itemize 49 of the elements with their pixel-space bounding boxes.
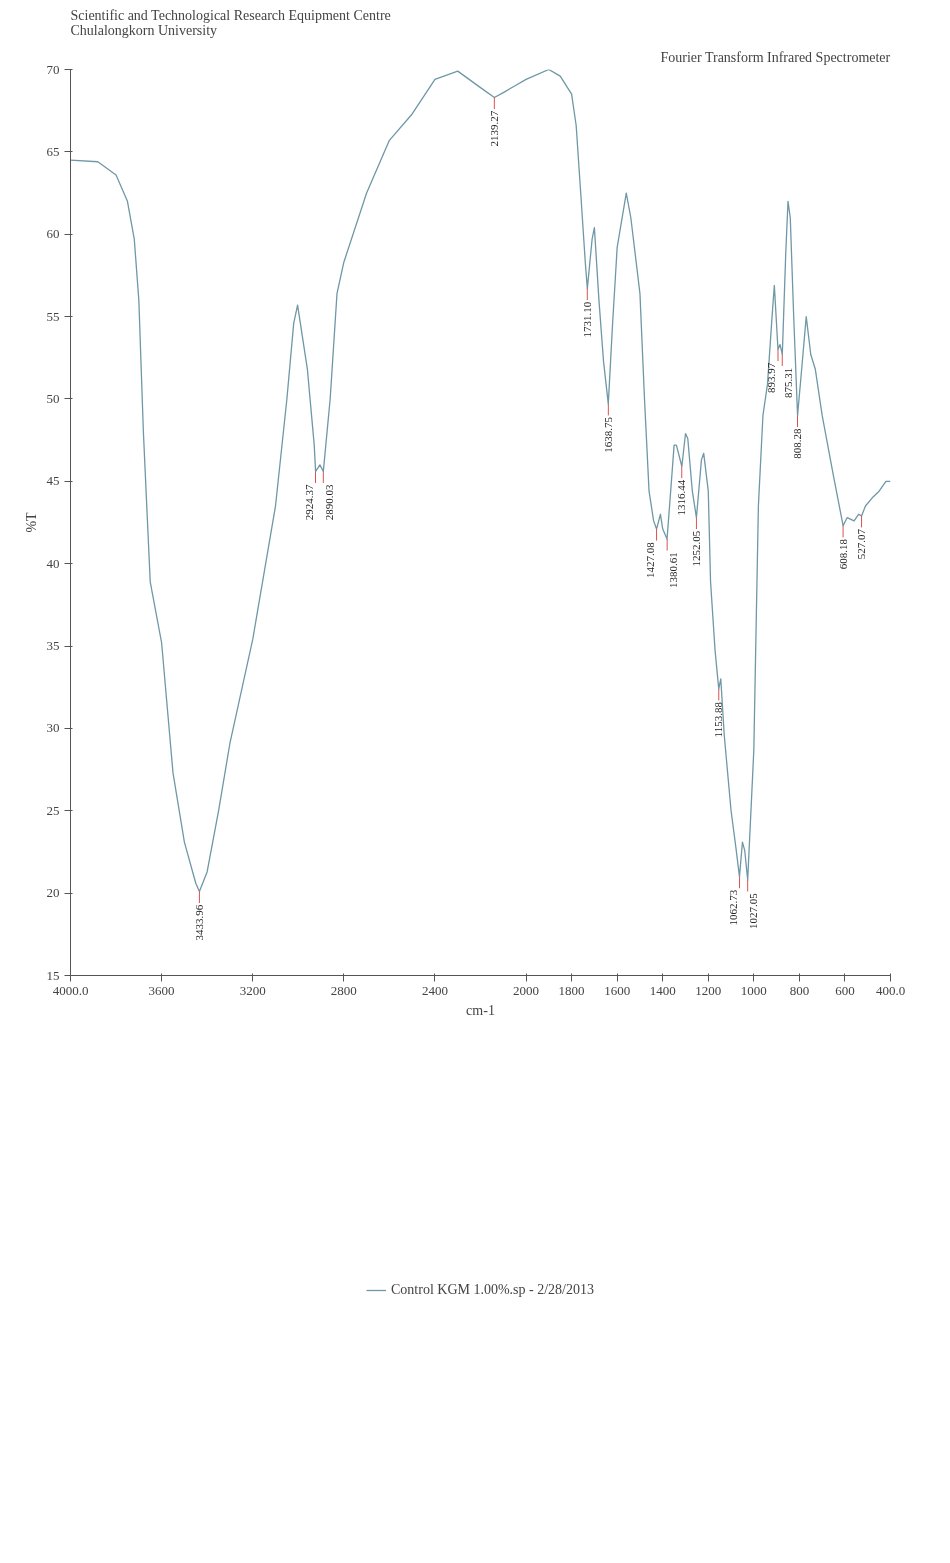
x-tick-label: 800 <box>789 982 810 998</box>
x-tick-label: 400.0 <box>875 982 906 998</box>
x-tick-label: 4000.0 <box>52 982 89 998</box>
annotation: 1062.73 <box>727 889 740 926</box>
y-tick-label: 60 <box>46 226 60 242</box>
x-tick-label: 2400 <box>421 982 448 998</box>
annotation: 1252.05 <box>689 530 702 567</box>
y-tick-label: 25 <box>46 802 60 818</box>
x-tick-label: 2000 <box>513 982 540 998</box>
x-tick-label: 1000 <box>740 982 767 998</box>
x-tick-label: 1800 <box>558 982 585 998</box>
annotation: 608.18 <box>836 538 849 570</box>
annotation: 1316.44 <box>675 479 688 516</box>
y-tick-label: 30 <box>46 720 60 736</box>
y-tick-label: 65 <box>46 143 60 159</box>
annotation: 3433.96 <box>192 904 205 941</box>
x-tick-label: 3600 <box>148 982 175 998</box>
annotation: 1731.10 <box>580 301 593 338</box>
annotation: 808.28 <box>791 428 803 459</box>
y-tick-label: 55 <box>46 308 60 324</box>
y-tick-label: 20 <box>46 885 60 901</box>
annotation: 1027.05 <box>747 892 760 929</box>
y-tick-label: 45 <box>46 473 60 489</box>
x-tick-label: 2800 <box>330 982 357 998</box>
y-axis-title: %T <box>23 511 39 533</box>
x-tick-label: 1200 <box>695 982 722 998</box>
annotation: 2924.37 <box>303 484 315 521</box>
chart-title: Fourier Transform Infrared Spectrometer <box>660 49 891 65</box>
annotation: 893.97 <box>765 362 778 393</box>
x-tick-label: 1600 <box>604 982 631 998</box>
chart-subtitle: Scientific and Technological Research Equipment Centre Chulalongkorn University <box>70 7 391 38</box>
y-tick-label: 15 <box>46 967 60 983</box>
annotation: 2890.03 <box>322 484 335 521</box>
y-tick-label: 50 <box>46 390 60 406</box>
y-tick-label: 70 <box>46 61 60 77</box>
annotation: 1380.61 <box>666 552 679 588</box>
annotation: 875.31 <box>781 367 794 398</box>
annotation: 1153.88 <box>712 701 725 738</box>
annotation: 527.07 <box>855 528 868 560</box>
y-tick-label: 35 <box>46 638 60 654</box>
y-tick-label: 40 <box>46 555 60 571</box>
x-tick-label: 600 <box>835 982 855 998</box>
annotation: 1638.75 <box>601 416 614 453</box>
annotation: 1427.08 <box>644 541 657 579</box>
x-axis-title: cm-1 <box>466 1002 495 1018</box>
x-tick-label: 1400 <box>649 982 676 998</box>
annotation: 2139.27 <box>487 110 500 147</box>
x-tick-label: 3200 <box>239 982 266 998</box>
legend-label: Control KGM 1.00%.sp - 2/28/2013 <box>391 1282 594 1298</box>
